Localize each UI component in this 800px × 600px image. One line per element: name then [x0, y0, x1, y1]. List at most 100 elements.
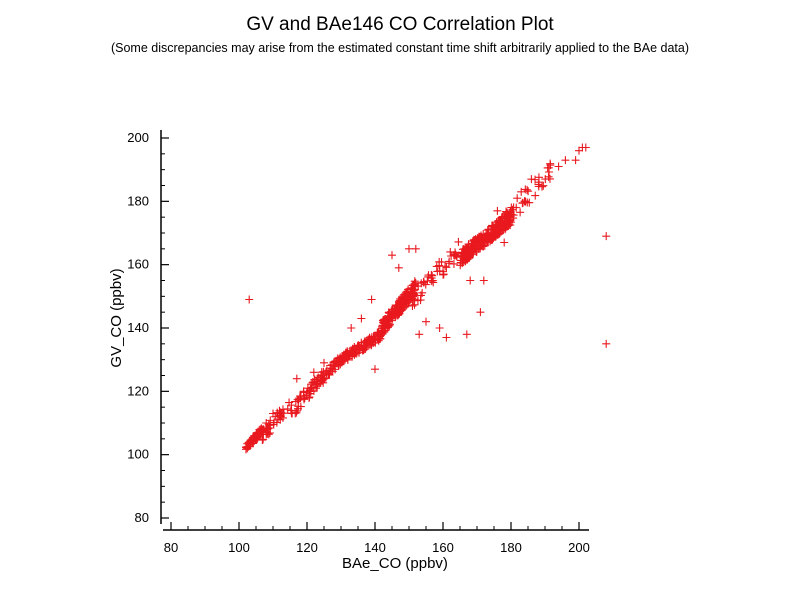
data-point [488, 228, 497, 237]
data-point [428, 276, 437, 285]
data-point [462, 330, 471, 339]
data-point [524, 187, 533, 196]
y-axis-title: GV_CO (ppbv) [108, 268, 125, 367]
data-point [347, 324, 356, 332]
data-point [545, 174, 554, 183]
data-point [395, 304, 404, 313]
data-point [259, 430, 268, 439]
data-point [575, 146, 583, 155]
data-point [561, 156, 570, 165]
y-tick-label: 160 [127, 257, 149, 272]
data-point [458, 248, 467, 257]
data-point [517, 187, 526, 196]
data-point [305, 386, 314, 395]
data-point [262, 419, 271, 427]
data-point [365, 333, 374, 342]
data-point [413, 296, 422, 305]
data-point [505, 220, 514, 229]
data-point [384, 308, 393, 317]
data-point [427, 270, 436, 279]
data-point [299, 387, 308, 396]
data-point [388, 305, 397, 314]
data-point [416, 291, 425, 300]
data-points [241, 143, 611, 454]
x-axis-title: BAe_CO (ppbv) [342, 555, 448, 572]
data-point [473, 240, 482, 249]
data-point [472, 241, 481, 250]
data-point [520, 197, 529, 206]
data-point [276, 408, 285, 417]
y-tick-label: 80 [135, 510, 149, 525]
data-point [531, 191, 540, 200]
x-tick-label: 120 [296, 540, 318, 555]
data-point [456, 261, 465, 270]
data-point [357, 314, 366, 323]
data-point [380, 328, 389, 337]
data-point [419, 278, 428, 287]
data-point [337, 357, 346, 366]
data-point [340, 353, 349, 362]
data-point [378, 321, 387, 330]
data-point [466, 276, 475, 285]
data-point [318, 375, 327, 384]
data-point [442, 263, 451, 272]
data-point [397, 298, 406, 307]
data-point [367, 295, 376, 304]
data-point [454, 237, 463, 246]
x-tick-label: 140 [364, 540, 386, 555]
data-point [477, 233, 486, 242]
data-point [305, 393, 314, 402]
data-point [469, 249, 478, 258]
data-point [507, 210, 516, 219]
data-point [464, 240, 473, 249]
data-point [509, 214, 518, 223]
data-point [493, 217, 502, 226]
data-point [266, 416, 275, 425]
data-point [320, 358, 328, 367]
data-point [501, 214, 510, 223]
data-point [468, 250, 477, 259]
chart-subtitle: (Some discrepancies may arise from the e… [110, 41, 690, 55]
x-tick-label: 180 [500, 540, 522, 555]
data-point [439, 270, 448, 279]
data-point [523, 185, 532, 194]
y-tick-label: 200 [127, 130, 149, 145]
data-point [495, 229, 504, 238]
data-point [308, 378, 317, 387]
data-point [462, 254, 471, 263]
y-tick-label: 100 [127, 447, 149, 462]
data-point [435, 266, 444, 275]
data-point [498, 213, 507, 222]
data-point [408, 301, 417, 310]
data-point [269, 409, 277, 418]
data-point [299, 394, 308, 403]
data-point [410, 300, 419, 309]
data-point [527, 175, 536, 184]
data-point [371, 365, 379, 374]
data-point [348, 348, 357, 357]
data-point [405, 298, 414, 307]
data-point [490, 232, 499, 241]
data-point [378, 322, 387, 331]
data-point [292, 374, 301, 383]
y-tick-label: 180 [127, 193, 149, 208]
data-point [355, 343, 364, 352]
data-point [410, 282, 419, 291]
data-point [269, 420, 278, 429]
data-point [329, 361, 338, 370]
data-point [535, 178, 544, 187]
x-tick-label: 200 [568, 540, 590, 555]
data-point [422, 317, 430, 326]
data-point [442, 333, 451, 342]
data-point [292, 408, 301, 417]
data-point [446, 247, 455, 256]
data-point [539, 181, 548, 190]
data-point [513, 194, 522, 203]
x-tick-label: 80 [164, 540, 178, 555]
data-point [435, 324, 444, 332]
data-point [500, 238, 509, 247]
data-point [571, 156, 580, 165]
data-point [378, 330, 387, 339]
data-point [415, 330, 424, 339]
